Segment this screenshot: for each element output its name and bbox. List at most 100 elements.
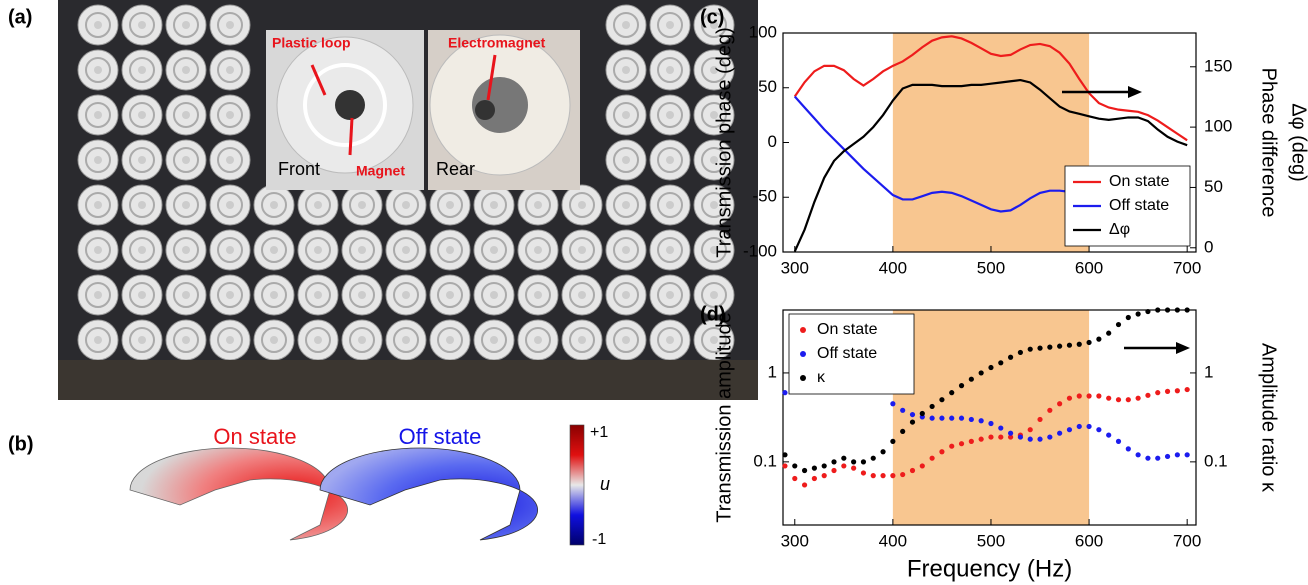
on-mode-shape: [129, 447, 349, 541]
disc-center: [622, 21, 630, 29]
data-point: [909, 467, 916, 474]
data-point: [978, 370, 984, 376]
legend-label: κ: [817, 369, 826, 386]
data-point: [968, 416, 974, 423]
x-tick-label: 700: [1173, 531, 1201, 550]
data-point: [1115, 438, 1122, 444]
data-point: [1057, 401, 1063, 407]
data-point: [958, 441, 965, 447]
axis-arrow: [1062, 86, 1142, 98]
data-point: [870, 473, 876, 479]
data-point: [1145, 455, 1151, 461]
data-point: [782, 452, 788, 458]
y-tick-label: 50: [758, 77, 777, 96]
disc-center: [182, 21, 190, 29]
data-point: [1096, 427, 1102, 433]
y-tick-label: -50: [752, 187, 777, 206]
disc-ring: [701, 57, 727, 83]
disc-ring: [305, 192, 331, 218]
data-point: [988, 434, 994, 440]
data-point: [1184, 386, 1190, 393]
disc-center: [270, 246, 278, 254]
y-axis-label: Transmission amplitude: [713, 312, 735, 522]
data-point: [1106, 330, 1112, 336]
data-point: [939, 415, 945, 421]
data-point: [1125, 314, 1131, 321]
disc-center: [490, 201, 498, 209]
disc-ring: [481, 327, 507, 353]
disc-center: [226, 201, 234, 209]
disc-ring: [217, 327, 243, 353]
disc-center: [710, 111, 718, 119]
photo: Plastic loop Magnet Electromagnet Front …: [58, 0, 758, 400]
data-point: [988, 420, 994, 427]
disc-ring: [349, 282, 375, 308]
disc-center: [94, 336, 102, 344]
disc-center: [94, 246, 102, 254]
y2-tick-label: 100: [1204, 117, 1232, 136]
disc-ring: [173, 327, 199, 353]
disc-center: [402, 336, 410, 344]
data-point: [851, 465, 857, 471]
disc-center: [138, 246, 146, 254]
disc-center: [446, 336, 454, 344]
disc-ring: [129, 102, 155, 128]
data-point: [860, 470, 867, 476]
disc-ring: [437, 327, 463, 353]
disc-center: [270, 336, 278, 344]
disc-ring: [569, 327, 595, 353]
data-point: [949, 443, 955, 449]
disc-ring: [85, 57, 111, 83]
disc-ring: [657, 57, 683, 83]
data-point: [1164, 307, 1171, 313]
disc-center: [666, 156, 674, 164]
disc-center: [622, 66, 630, 74]
disc-center: [710, 246, 718, 254]
disc-ring: [657, 282, 683, 308]
data-point: [1155, 390, 1161, 396]
disc-ring: [613, 327, 639, 353]
disc-center: [182, 336, 190, 344]
x-tick-label: 600: [1075, 531, 1103, 550]
y2-tick-label: 1: [1204, 362, 1213, 381]
data-point: [1007, 354, 1014, 360]
annotation: Electromagnet: [448, 35, 546, 51]
state-label: On state: [213, 424, 296, 449]
y-tick-label: -100: [743, 241, 777, 260]
disc-center: [534, 336, 542, 344]
disc-center: [138, 291, 146, 299]
disc-ring: [613, 147, 639, 173]
disc-center: [710, 21, 718, 29]
disc-center: [622, 156, 630, 164]
arrow: [348, 117, 354, 156]
shaded-band: [892, 33, 1090, 252]
shaded-band: [892, 310, 1090, 525]
disc-ring: [217, 57, 243, 83]
disc-ring: [481, 237, 507, 263]
disc-center: [182, 291, 190, 299]
data-point: [998, 360, 1004, 366]
data-point: [831, 459, 837, 465]
disc-ring: [569, 282, 595, 308]
disc-ring: [613, 237, 639, 263]
legend-swatch: [800, 375, 806, 381]
disc-ring: [173, 147, 199, 173]
data-point: [801, 467, 808, 474]
data-point: [1037, 416, 1043, 423]
data-point: [1017, 349, 1024, 356]
arrow: [310, 64, 327, 96]
data-point: [929, 415, 935, 421]
disc-ring: [569, 237, 595, 263]
disc-center: [402, 246, 410, 254]
data-point: [1047, 344, 1053, 350]
data-point: [968, 376, 974, 382]
disc-ring: [85, 192, 111, 218]
data-point: [1174, 307, 1180, 313]
disc-ring: [129, 327, 155, 353]
disc-ring: [701, 282, 727, 308]
data-point: [1027, 427, 1033, 433]
disc-ring: [85, 282, 111, 308]
disc-center: [534, 291, 542, 299]
